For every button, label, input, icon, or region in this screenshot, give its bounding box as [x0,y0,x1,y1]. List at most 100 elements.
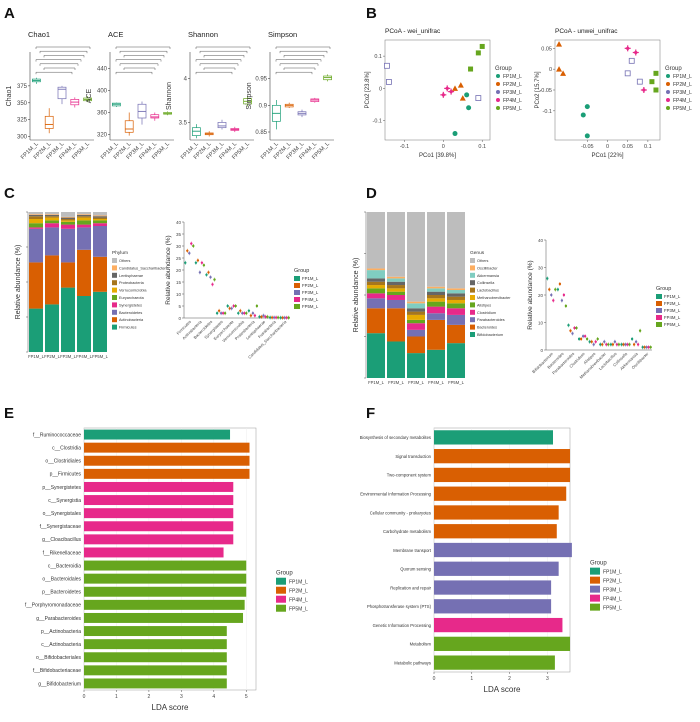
legend-label: Bacteroides [477,326,497,330]
point-FP4M_L-core [449,90,453,94]
dot-FP2M_L [207,271,210,274]
y-tick-label: 300 [17,135,28,141]
dot-FP5M_L [554,288,557,291]
stack-segment [93,219,107,221]
lda-legend-label: FP4M_L [289,598,308,604]
legend-key-FP2M_L [666,82,670,86]
significance-bracket [195,46,251,49]
lda-legend-label: FP1M_L [289,580,308,586]
y-axis-title: Relative abundance (%) [15,245,22,320]
legend-label: Bifidobacterium [477,333,503,337]
stack-segment [447,288,465,291]
legend-key-FP1M_L [496,74,500,78]
legend-swatch [470,287,475,293]
dot-legend-key-FP5M_L [656,322,662,327]
point-FP5M_L [653,87,659,93]
legend-label: Lactobacillus [477,289,499,293]
dot-FP3M_L [198,271,202,274]
stack-segment [61,228,75,263]
dot-legend-key-FP3M_L [656,308,662,313]
stack-segment [407,329,425,337]
legend-swatch [470,265,475,271]
dot-y-tick-label: 30 [538,265,544,270]
stack-segment [61,220,75,222]
legend-label-FP4M_L: FP4M_L [673,98,692,104]
dot-FP1M_L [184,261,187,264]
stack-segment [407,353,425,378]
point-FP1M_L [584,133,590,139]
y-axis-title: ACE [86,88,93,103]
significance-bracket [43,55,85,58]
lda-bar-label: Quorum sensing [400,567,431,572]
point-FP2M_L [459,95,466,101]
pcoa-title: PCoA - wei_unifrac [385,28,441,35]
legend-key-FP2M_L [496,82,500,86]
lda-bar-label: c__Synergistia [48,498,81,504]
stack-segment [427,291,445,295]
y-axis-title: PCo2 [15.7%] [535,71,541,108]
lda-bar-label: Metabolic pathways [394,660,431,665]
dot-FP4M_L [221,312,225,315]
stack-segment [77,214,91,217]
lda-legend-title: Group [590,561,607,567]
dot-FP3M_L [550,293,553,297]
legend-key-FP3M_L [496,90,500,94]
dot-legend-label-FP4M_L: FP4M_L [664,315,681,320]
point-FP4M_L-core [626,46,630,50]
dot-FP4M_L [232,304,235,308]
stack-segment [61,221,75,225]
stack-segment [61,224,75,229]
x-tick-label: FP3M_L [408,380,424,385]
dot-FP2M_L [590,340,593,343]
lda-bar-label: c__Actinobacteria [41,642,81,648]
legend-title: Genus [470,250,485,256]
lda-legend-key-FP1M_L [590,567,600,575]
significance-bracket [35,46,91,49]
lda-bar [84,599,245,610]
dot-y-tick-label: 0 [178,316,181,321]
stack-segment [387,281,405,286]
legend-swatch [112,309,117,315]
dot-FP4M_L [583,335,587,338]
stack-segment [387,212,405,277]
lda-bar [434,599,552,614]
legend-label: Parabacteroides [477,318,505,322]
point-FP2M_L [457,82,464,88]
dot-FP3M_L [219,312,223,315]
dot-y-tick-label: 40 [538,238,544,243]
y-tick-label: 325 [17,118,28,124]
legend-label: Euryarchaeota [119,296,145,300]
subplot-title: Simpson [268,30,297,39]
legend-label: Collinsella [477,281,495,285]
dot-FP1M_L [567,324,570,327]
lda-bar-label: Genetic Information Processing [373,623,432,628]
stack-segment [29,308,43,352]
y-tick-label: 0 [379,86,382,92]
y-axis-title: Simpson [246,82,253,109]
stack-segment [407,212,425,302]
lda-legend-label: FP1M_L [603,570,622,576]
dot-FP4M_L [243,312,246,315]
point-FP1M_L [466,105,472,111]
dot-FP1M_L [620,343,623,346]
dot-FP5M_L [287,316,290,319]
x-tick-label: 3 [180,694,183,700]
dot-FP4M_L [647,346,650,349]
y-tick-label: 4 [184,76,188,82]
stack-segment [45,255,59,305]
legend-swatch [112,272,117,278]
lda-bar [84,442,250,453]
significance-bracket [43,67,76,70]
dot-FP1M_L [268,316,272,319]
lda-bar [84,455,250,466]
legend-swatch [112,324,117,330]
dot-FP2M_L [569,329,572,332]
dot-FP1M_L [630,337,634,341]
stack-segment [367,308,385,334]
lda-legend-label: FP3M_L [603,588,622,594]
legend-label: Synergistetes [119,303,142,307]
dot-FP3M_L [230,307,233,310]
dot-FP3M_L [272,316,276,319]
point-FP5M_L [479,43,485,49]
lda-legend-title: Group [276,571,293,577]
